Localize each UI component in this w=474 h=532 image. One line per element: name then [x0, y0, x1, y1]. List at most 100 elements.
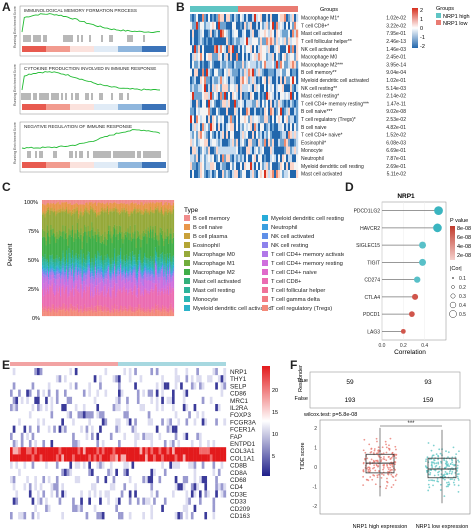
composition-segment	[91, 290, 93, 293]
expression-cell	[53, 411, 57, 419]
cell-type-label: Myeloid dendritic cell resting	[301, 164, 364, 170]
composition-segment	[139, 208, 141, 211]
composition-segment	[62, 202, 64, 208]
composition-segment	[66, 285, 68, 288]
expression-cell	[158, 454, 162, 462]
composition-segment	[158, 267, 160, 270]
composition-segment	[151, 267, 153, 269]
composition-segment	[69, 212, 71, 231]
expression-cell	[150, 418, 154, 426]
composition-segment	[128, 205, 130, 215]
heatmap-cell	[216, 107, 219, 116]
heatmap-cell	[266, 162, 269, 171]
expression-cell	[23, 454, 27, 462]
composition-segment	[93, 200, 95, 203]
composition-segment	[70, 204, 73, 212]
composition-segment	[110, 280, 112, 288]
composition-segment	[90, 283, 92, 297]
composition-segment	[151, 273, 153, 276]
composition-segment	[166, 205, 169, 210]
composition-segment	[162, 305, 164, 308]
composition-segment	[139, 253, 141, 257]
composition-segment	[97, 258, 99, 265]
heatmap-cell	[282, 60, 285, 69]
expression-cell	[120, 454, 124, 462]
composition-segment	[160, 277, 163, 289]
expression-cell	[161, 375, 165, 383]
composition-segment	[66, 254, 68, 260]
heatmap-cell	[252, 92, 255, 100]
expression-cell	[131, 375, 135, 383]
composition-segment	[73, 280, 75, 283]
composition-segment	[58, 287, 61, 306]
expression-cell	[120, 396, 124, 405]
composition-segment	[72, 255, 74, 259]
expression-cell	[34, 382, 38, 390]
heatmap-cell	[252, 84, 255, 93]
heatmap-cell	[282, 45, 285, 54]
expression-cell	[112, 389, 116, 397]
legend-title-groups: Groups	[436, 6, 454, 12]
expression-cell	[82, 382, 86, 390]
composition-segment	[62, 225, 64, 232]
composition-segment	[123, 202, 125, 208]
composition-segment	[111, 264, 113, 267]
composition-segment	[141, 273, 143, 275]
composition-segment	[82, 236, 85, 254]
composition-segment	[145, 310, 147, 313]
expression-cell	[128, 432, 132, 441]
gene-label: TIGIT	[367, 260, 380, 266]
composition-segment	[163, 265, 165, 270]
composition-segment	[72, 265, 74, 269]
composition-segment	[152, 212, 154, 214]
composition-segment	[67, 211, 69, 214]
expression-cell	[161, 404, 165, 412]
pvalue-scale	[450, 226, 455, 260]
composition-segment	[130, 213, 133, 238]
expression-cell	[82, 454, 86, 462]
composition-segment	[85, 284, 87, 292]
scale-bar-b	[412, 8, 418, 48]
composition-segment	[166, 236, 169, 254]
heatmap-cell	[260, 29, 263, 38]
heatmap-cell	[252, 29, 255, 38]
expression-cell	[101, 375, 105, 383]
composition-segment	[82, 280, 85, 291]
composition-segment	[171, 310, 173, 312]
composition-segment	[151, 275, 153, 281]
expression-cell	[12, 432, 16, 441]
composition-segment	[128, 292, 130, 306]
heatmap-cell	[272, 123, 275, 132]
expression-cell	[109, 454, 113, 462]
expression-cell	[31, 440, 35, 448]
heatmap-cell	[278, 76, 281, 85]
heatmap-cell	[294, 60, 297, 69]
composition-segment	[153, 308, 155, 313]
expression-cell	[104, 425, 108, 433]
composition-segment	[97, 228, 99, 235]
heatmap-cell	[200, 154, 203, 163]
composition-segment	[117, 289, 119, 310]
composition-segment	[79, 309, 81, 312]
expression-cell	[182, 440, 186, 448]
heatmap-cell	[220, 37, 223, 46]
expression-cell	[182, 382, 186, 390]
composition-segment	[132, 312, 134, 317]
heatmap-cell	[222, 45, 225, 54]
composition-segment	[112, 271, 115, 274]
heatmap-cell	[278, 146, 281, 155]
gsea-title: IMMUNOLOGICAL MEMORY FORMATION PROCESS	[24, 8, 137, 13]
composition-segment	[156, 239, 158, 252]
composition-segment	[78, 265, 80, 268]
expression-cell	[147, 461, 151, 469]
rank-gradient	[142, 162, 166, 168]
heatmap-cell	[228, 170, 231, 178]
expression-cell	[174, 389, 178, 397]
expression-cell	[55, 432, 59, 441]
composition-segment	[43, 212, 45, 215]
composition-segment	[140, 310, 142, 313]
composition-segment	[56, 255, 58, 259]
composition-segment	[120, 263, 122, 266]
pvalue-label: 3.95e-14	[386, 62, 406, 68]
expression-cell	[31, 468, 35, 477]
